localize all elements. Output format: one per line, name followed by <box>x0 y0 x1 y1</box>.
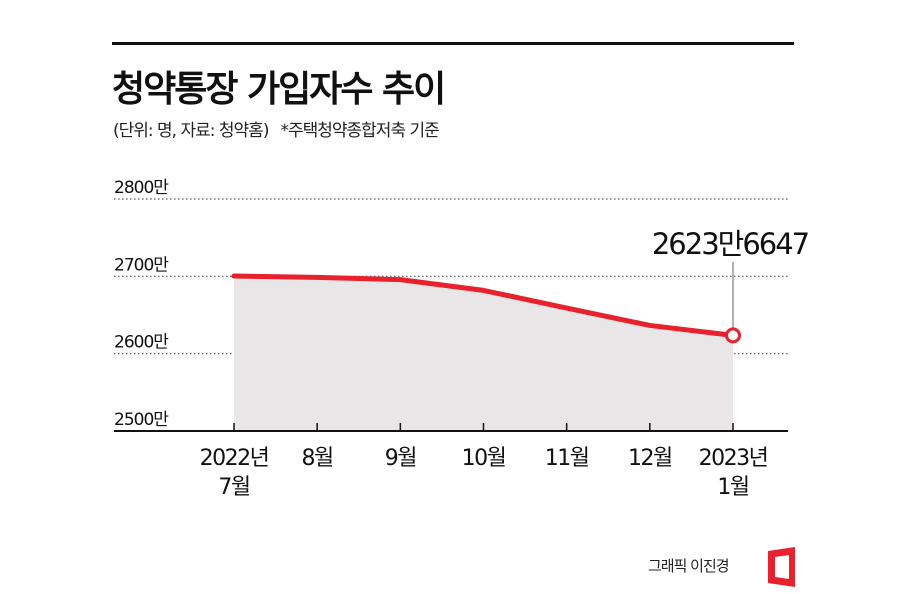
x-tick-label: 11월 <box>545 446 589 471</box>
y-tick-label: 2700만 <box>114 255 169 275</box>
x-tick-label: 10월 <box>462 446 506 471</box>
chart-title: 청약통장 가입자수 추이 <box>112 69 446 110</box>
publisher-logo-icon <box>768 547 795 587</box>
y-tick-label: 2500만 <box>114 410 169 430</box>
x-tick-label: 2022년 <box>200 446 269 471</box>
top-rule <box>112 42 794 45</box>
x-tick-label: 12월 <box>628 446 672 471</box>
graphic-credit: 그래픽 이진경 <box>648 557 730 575</box>
footnote-label: *주택청약종합저축 기준 <box>280 121 439 141</box>
y-tick-label: 2600만 <box>114 333 169 353</box>
x-tick-label: 1월 <box>717 475 748 500</box>
annotation-label: 2623만6647 <box>652 227 808 261</box>
series-line <box>231 273 736 338</box>
x-tick-label: 8월 <box>302 446 333 471</box>
x-tick-label: 7월 <box>218 475 249 500</box>
x-tick-label: 2023년 <box>699 446 768 471</box>
series-area <box>234 276 733 431</box>
last-point-marker <box>725 327 741 344</box>
chart-subtitle: (단위: 명, 자료: 청약홈) *주택청약종합저축 기준 <box>113 116 440 141</box>
unit-source-label: (단위: 명, 자료: 청약홈) <box>113 121 269 141</box>
x-tick-label: 9월 <box>385 446 416 471</box>
y-tick-label: 2800만 <box>114 178 169 198</box>
